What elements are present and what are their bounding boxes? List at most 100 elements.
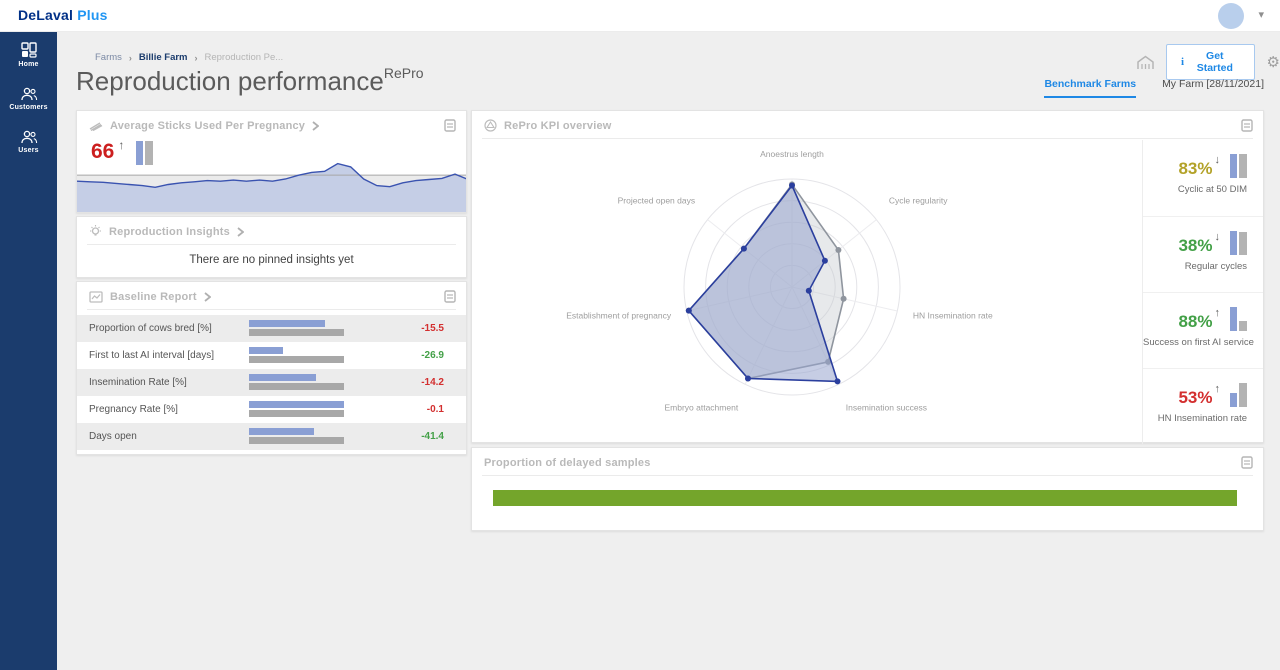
lightbulb-icon [90, 225, 101, 236]
avg-sticks-card: Average Sticks Used Per Pregnancy 66 ↑ [76, 110, 467, 213]
user-avatar[interactable] [1218, 3, 1244, 29]
baseline-bar-farm [249, 401, 344, 408]
svg-text:Projected open days: Projected open days [618, 196, 696, 206]
trend-up-icon: ↑ [118, 138, 125, 152]
baseline-bar-farm [249, 428, 314, 435]
baseline-row-label: First to last AI interval [days] [89, 350, 215, 361]
mini-bar-farm [1230, 307, 1237, 331]
mini-bar-farm [136, 141, 144, 165]
chevron-right-icon [237, 226, 244, 237]
avatar-caret-icon[interactable]: ▾ [1258, 9, 1264, 21]
tab-my-farm-28-11-2021-[interactable]: My Farm [28/11/2021] [1162, 78, 1264, 90]
baseline-bar-benchmark [249, 437, 344, 444]
info-icon: i [1181, 56, 1185, 68]
kpi-item: 83% ↓ Cyclic at 50 DIM [1143, 140, 1263, 216]
view-tabs: Benchmark Farms My Farm [28/11/2021] [1044, 78, 1264, 98]
repro-kpi-radar-chart: Anoestrus length Cycle regularity HN Insem… [472, 140, 1144, 444]
top-bar: DeLaval Plus ▾ [0, 0, 1280, 32]
baseline-bar-benchmark [249, 356, 344, 363]
baseline-card-header[interactable]: Baseline Report [77, 282, 466, 309]
baseline-row-label: Proportion of cows bred [%] [89, 323, 212, 334]
baseline-row: Pregnancy Rate [%] -0.1 [77, 396, 466, 423]
delayed-samples-bar [493, 490, 1237, 506]
kpi-label: Regular cycles [1184, 261, 1247, 272]
mini-bar-benchmark [1239, 232, 1247, 255]
insights-card-header[interactable]: Reproduction Insights [77, 217, 466, 244]
line-chart-icon [89, 290, 103, 303]
baseline-bar-farm [249, 347, 284, 354]
chevron-separator-icon: › [128, 52, 132, 63]
mini-bar-benchmark [1239, 321, 1247, 331]
card-title: Proportion of delayed samples [484, 456, 651, 469]
baseline-row-value: -14.2 [421, 377, 444, 388]
kpi-trend-down-icon: ↓ [1214, 231, 1221, 243]
card-widget-icon[interactable] [444, 290, 456, 303]
card-widget-icon[interactable] [444, 119, 456, 132]
brand-primary: DeLaval [18, 7, 74, 23]
breadcrumb-item[interactable]: Billie Farm [138, 52, 188, 63]
baseline-row: Insemination Rate [%] -14.2 [77, 369, 466, 396]
card-title: Average Sticks Used Per Pregnancy [110, 119, 306, 132]
avg-sticks-card-header[interactable]: Average Sticks Used Per Pregnancy [77, 111, 466, 138]
baseline-row-bars [249, 374, 344, 392]
baseline-row-bars [249, 401, 344, 419]
baseline-bar-farm [249, 320, 325, 327]
kpi-side-list: 83% ↓ Cyclic at 50 DIM 38% ↓ Regular cyc… [1142, 140, 1263, 444]
kpi-label: Cyclic at 50 DIM [1177, 184, 1247, 195]
page-title-superscript: RePro [383, 65, 424, 82]
baseline-row: First to last AI interval [days] -26.9 [77, 342, 466, 369]
settings-gear-icon[interactable]: ⚙ [1266, 54, 1280, 71]
kpi-label: HN Insemination rate [1157, 413, 1247, 424]
kpi-value: 53% [1178, 388, 1213, 407]
svg-text:Cycle regularity: Cycle regularity [889, 196, 948, 206]
kpi-value: 83% [1178, 159, 1213, 178]
baseline-row-value: -0.1 [426, 404, 444, 415]
svg-text:Embryo attachment: Embryo attachment [664, 403, 738, 413]
insights-empty-message: There are no pinned insights yet [189, 254, 354, 266]
main-content: Farms › Billie Farm › Reproduction Pe... Rep… [57, 32, 1280, 670]
baseline-report-card: Baseline Report Proportion of cows bred … [76, 281, 467, 455]
get-started-button[interactable]: i Get Started [1166, 44, 1255, 80]
avg-sticks-metric: 66 ↑ [91, 138, 154, 165]
baseline-row-value: -26.9 [421, 350, 444, 361]
baseline-row-bars [249, 320, 344, 338]
sidebar-item-home[interactable]: Home [0, 32, 57, 77]
baseline-row-bars [249, 347, 344, 365]
mini-bar-farm [1230, 154, 1237, 178]
baseline-bar-benchmark [249, 329, 344, 336]
kpi-label: Success on first AI service [1143, 337, 1254, 348]
delayed-card-header: Proportion of delayed samples [472, 448, 1263, 475]
mini-bar-pair [136, 141, 154, 165]
baseline-row-label: Insemination Rate [%] [89, 377, 187, 388]
delayed-samples-card: Proportion of delayed samples [471, 447, 1264, 531]
radar-icon [484, 119, 497, 132]
breadcrumb-item[interactable]: Farms [95, 52, 122, 63]
delaval-logo[interactable]: DeLaval Plus [18, 7, 108, 23]
sidebar-item-users[interactable]: Users [0, 120, 57, 163]
chevron-separator-icon: › [194, 52, 198, 63]
people-icon [20, 87, 37, 101]
kpi-item: 88% ↑ Success on first AI service [1143, 292, 1263, 368]
baseline-bar-farm [249, 374, 316, 381]
farm-report-icon[interactable] [1137, 55, 1154, 70]
card-widget-icon[interactable] [1241, 119, 1253, 132]
sidebar-item-label: Home [18, 61, 39, 68]
sidebar-item-customers[interactable]: Customers [0, 77, 57, 120]
baseline-bar-benchmark [249, 383, 344, 390]
baseline-row-value: -41.4 [421, 431, 444, 442]
card-widget-icon[interactable] [1241, 456, 1253, 469]
sticks-icon [89, 122, 103, 131]
tab-benchmark-farms[interactable]: Benchmark Farms [1044, 78, 1137, 98]
page-title: Reproduction performanceRePro [76, 65, 424, 97]
svg-text:Anoestrus length: Anoestrus length [760, 149, 824, 159]
kpi-trend-up-icon: ↑ [1214, 383, 1221, 395]
grid-icon [20, 42, 37, 58]
chevron-right-icon [204, 291, 211, 302]
kpi-item: 53% ↑ HN Insemination rate [1143, 368, 1263, 444]
baseline-row-value: -15.5 [421, 323, 444, 334]
svg-text:Insemination success: Insemination success [846, 403, 927, 413]
insights-card: Reproduction Insights There are no pinne… [76, 216, 467, 278]
card-title: Baseline Report [110, 290, 197, 303]
chevron-right-icon [312, 120, 320, 131]
sparkline-chart [77, 162, 466, 212]
